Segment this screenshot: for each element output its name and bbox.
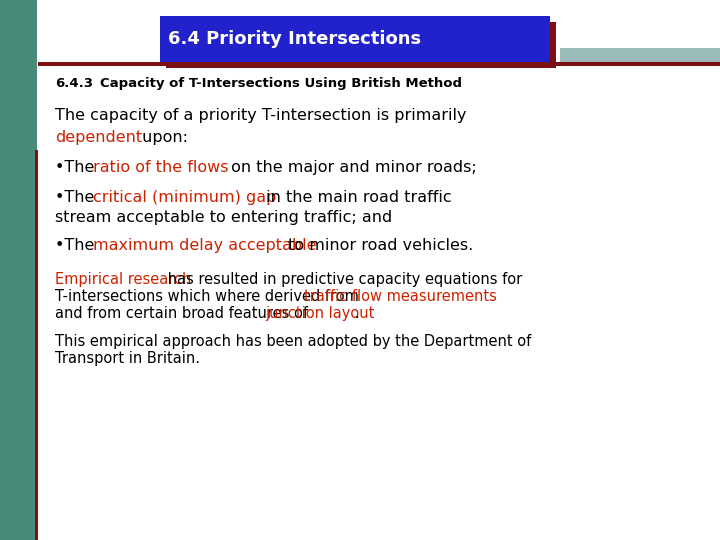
Text: 6.4.3: 6.4.3 bbox=[55, 77, 93, 90]
Text: 6.4 Priority Intersections: 6.4 Priority Intersections bbox=[168, 30, 421, 48]
Text: ratio of the flows: ratio of the flows bbox=[93, 160, 228, 175]
Text: •The: •The bbox=[55, 190, 99, 205]
Text: and from certain broad features of: and from certain broad features of bbox=[55, 306, 312, 321]
Bar bbox=[0, 0, 37, 540]
Text: in the main road traffic: in the main road traffic bbox=[261, 190, 451, 205]
Bar bbox=[560, 48, 720, 62]
Text: on the major and minor roads;: on the major and minor roads; bbox=[226, 160, 477, 175]
Text: upon:: upon: bbox=[137, 130, 188, 145]
Bar bbox=[35, 150, 38, 540]
Text: •The: •The bbox=[55, 160, 99, 175]
Bar bbox=[166, 22, 556, 68]
Text: traffic flow measurements: traffic flow measurements bbox=[304, 289, 497, 304]
Text: This empirical approach has been adopted by the Department of: This empirical approach has been adopted… bbox=[55, 334, 531, 349]
Text: Capacity of T-Intersections Using British Method: Capacity of T-Intersections Using Britis… bbox=[100, 77, 462, 90]
Text: junction layout: junction layout bbox=[265, 306, 374, 321]
Text: critical (minimum) gap: critical (minimum) gap bbox=[93, 190, 276, 205]
Text: dependent: dependent bbox=[55, 130, 142, 145]
Text: to minor road vehicles.: to minor road vehicles. bbox=[283, 238, 473, 253]
Text: has resulted in predictive capacity equations for: has resulted in predictive capacity equa… bbox=[163, 272, 522, 287]
Text: .: . bbox=[354, 306, 359, 321]
Bar bbox=[38, 62, 720, 66]
Text: •The: •The bbox=[55, 238, 99, 253]
Text: The capacity of a priority T-intersection is primarily: The capacity of a priority T-intersectio… bbox=[55, 108, 467, 123]
Text: Empirical research: Empirical research bbox=[55, 272, 192, 287]
Text: T-intersections which where derived from: T-intersections which where derived from bbox=[55, 289, 364, 304]
Bar bbox=[160, 16, 550, 62]
Text: maximum delay acceptable: maximum delay acceptable bbox=[93, 238, 317, 253]
Text: Transport in Britain.: Transport in Britain. bbox=[55, 351, 200, 366]
Text: stream acceptable to entering traffic; and: stream acceptable to entering traffic; a… bbox=[55, 210, 392, 225]
